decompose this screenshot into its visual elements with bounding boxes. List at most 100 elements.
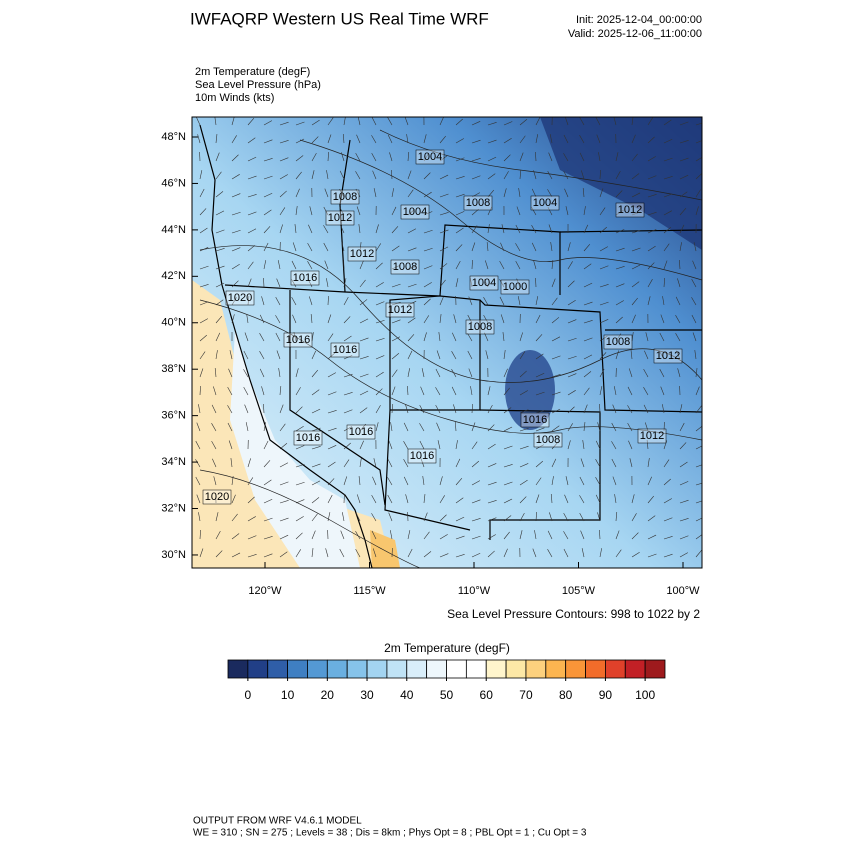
wind-barb xyxy=(343,316,351,324)
wind-barb xyxy=(375,371,384,378)
wind-barb xyxy=(615,190,623,198)
wind-barb xyxy=(391,170,393,180)
wind-barb xyxy=(583,354,593,360)
wind-barb xyxy=(599,246,609,252)
wind-barb xyxy=(487,206,493,216)
wind-barb xyxy=(535,494,540,504)
contour-label-box xyxy=(615,202,645,218)
wind-barb xyxy=(563,153,569,162)
wind-barb xyxy=(407,228,417,234)
colorbar-box xyxy=(644,659,666,679)
wind-barb xyxy=(419,404,425,414)
colorbar-box xyxy=(366,659,388,679)
lon-tick-label: 100°W xyxy=(666,585,700,597)
wind-barb xyxy=(247,535,257,540)
wind-barb xyxy=(375,422,379,432)
wind-barb xyxy=(647,553,657,558)
wind-barb xyxy=(343,392,353,396)
wind-barb xyxy=(231,154,239,162)
wind-barb xyxy=(675,315,681,324)
wind-barb xyxy=(391,353,400,360)
wind-barb xyxy=(503,548,508,558)
wind-barb xyxy=(244,332,249,342)
wind-barb xyxy=(547,170,553,180)
wind-barb xyxy=(611,422,617,432)
wind-barb xyxy=(503,445,513,450)
wind-barb xyxy=(311,480,321,486)
wind-barb xyxy=(391,264,401,270)
wind-barb xyxy=(355,171,361,180)
wind-barb xyxy=(567,440,571,450)
wind-barb xyxy=(215,152,220,162)
wind-barb xyxy=(199,318,209,324)
wind-barb xyxy=(247,458,251,468)
wind-barb xyxy=(311,119,320,126)
wind-barb xyxy=(551,408,561,414)
contour-label-box xyxy=(533,432,563,448)
wind-barb xyxy=(660,386,665,396)
wind-barb xyxy=(326,170,329,180)
colorbar-tick-label: 40 xyxy=(400,688,414,702)
wind-barb xyxy=(615,266,625,270)
wind-barb xyxy=(439,246,449,252)
contour-label: 1012 xyxy=(656,350,680,362)
wind-barb xyxy=(295,121,305,126)
wind-barb xyxy=(583,404,588,414)
wind-barb xyxy=(195,117,201,126)
wind-barb xyxy=(279,443,288,450)
wind-barb xyxy=(356,134,361,144)
wind-barb xyxy=(483,315,489,324)
wind-barb xyxy=(311,530,316,540)
wind-barb xyxy=(359,318,369,324)
wind-barb xyxy=(691,278,697,288)
colorbar-box xyxy=(525,659,547,679)
wind-barb xyxy=(375,301,385,306)
wind-barb xyxy=(387,458,393,468)
wind-barb xyxy=(371,530,377,540)
wind-barb xyxy=(487,550,495,558)
wind-barb xyxy=(519,152,524,162)
wind-barb xyxy=(627,405,633,414)
wind-barb xyxy=(647,117,654,126)
wind-barb xyxy=(439,495,445,504)
wind-barb xyxy=(548,152,553,162)
wind-barb xyxy=(695,445,702,450)
wind-barb xyxy=(487,424,495,432)
wind-barb xyxy=(487,463,497,468)
wind-barb xyxy=(599,352,607,360)
wind-barb xyxy=(487,139,497,144)
lat-tick-label: 34°N xyxy=(161,456,186,468)
wind-barb xyxy=(199,529,201,540)
wind-barb xyxy=(343,335,352,342)
wind-barb xyxy=(295,406,303,414)
wind-barb xyxy=(293,332,297,342)
wind-barb xyxy=(245,422,249,432)
wind-barb xyxy=(579,152,585,162)
colorbar-tick-label: 60 xyxy=(480,688,494,702)
wind-barb xyxy=(599,335,608,342)
wind-barb xyxy=(215,350,218,360)
wind-barb xyxy=(612,476,617,486)
wind-barb xyxy=(695,534,702,540)
wind-barb xyxy=(535,334,543,342)
wind-barb xyxy=(582,188,585,198)
wind-barb xyxy=(611,441,617,450)
wind-barb xyxy=(214,117,217,126)
wind-barb xyxy=(452,332,457,342)
wind-barb xyxy=(581,170,585,180)
wind-barb xyxy=(342,134,345,144)
contour-label-box xyxy=(330,342,360,358)
wind-barb xyxy=(371,513,377,522)
wind-barb xyxy=(615,152,619,162)
wind-barb xyxy=(359,390,369,396)
wind-barb xyxy=(535,353,544,360)
wind-barb xyxy=(503,498,513,504)
wind-barb xyxy=(675,296,681,306)
wind-barb xyxy=(247,156,257,162)
wind-barb xyxy=(215,512,219,522)
wind-barb xyxy=(679,481,689,486)
wind-barb xyxy=(675,350,681,360)
wind-barb xyxy=(327,410,337,414)
wind-barb xyxy=(211,441,217,450)
wind-barb xyxy=(263,209,272,216)
